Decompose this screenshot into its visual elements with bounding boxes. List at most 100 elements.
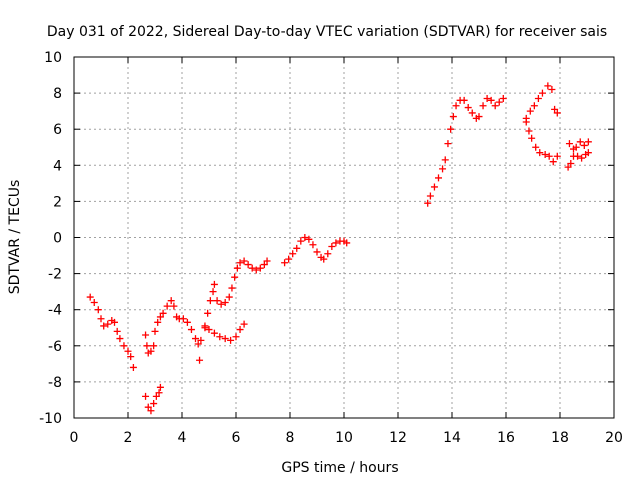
data-point (574, 152, 582, 160)
y-tick-label: 8 (53, 86, 62, 102)
data-point (143, 342, 151, 350)
data-point (548, 85, 556, 93)
data-point (233, 264, 241, 272)
data-point (210, 329, 218, 337)
data-point (221, 335, 229, 343)
data-point (225, 293, 233, 301)
data-point (147, 347, 155, 355)
data-point (228, 284, 236, 292)
data-point (526, 107, 534, 115)
chart-title: Day 031 of 2022, Sidereal Day-to-day VTE… (47, 24, 607, 40)
data-point (487, 96, 495, 104)
data-point (544, 82, 552, 90)
data-point (578, 154, 586, 162)
data-point (285, 255, 293, 263)
x-axis-label: GPS time / hours (281, 460, 398, 476)
data-point (263, 257, 271, 265)
y-tick-label: -2 (48, 267, 62, 283)
data-point (332, 239, 340, 247)
data-point (183, 318, 191, 326)
data-point (439, 165, 447, 173)
data-point (549, 158, 557, 166)
data-point (536, 149, 544, 157)
data-point (151, 327, 159, 335)
y-tick-label: -6 (48, 339, 62, 355)
data-point (584, 149, 592, 157)
data-point (491, 102, 499, 110)
data-point (580, 141, 588, 149)
data-point (532, 143, 540, 151)
data-point (320, 255, 328, 263)
x-tick-label: 6 (232, 430, 241, 446)
data-point (541, 150, 549, 158)
data-point (584, 138, 592, 146)
x-tick-label: 2 (124, 430, 133, 446)
data-point (452, 102, 460, 110)
x-tick-label: 12 (389, 430, 407, 446)
data-point (305, 235, 313, 243)
data-point (192, 335, 199, 343)
data-point (210, 280, 218, 288)
y-tick-label: 6 (53, 122, 62, 138)
data-point (236, 259, 244, 267)
y-tick-label: 0 (53, 231, 62, 247)
data-point (197, 336, 205, 344)
data-point (179, 315, 187, 323)
data-point (111, 318, 118, 326)
data-point (289, 250, 297, 258)
data-point (147, 407, 155, 415)
data-point (204, 309, 212, 317)
data-point (553, 109, 561, 117)
data-point (206, 297, 214, 305)
data-point (144, 403, 152, 411)
data-point (217, 300, 225, 308)
data-point (570, 145, 577, 153)
data-point (221, 298, 229, 306)
data-point (201, 322, 209, 330)
data-point (576, 138, 584, 146)
x-tick-label: 20 (605, 430, 623, 446)
data-point (464, 104, 472, 112)
data-point (256, 264, 264, 272)
data-point (525, 127, 533, 135)
data-point (163, 302, 171, 310)
data-point (167, 297, 175, 305)
data-point (248, 264, 256, 272)
data-point (309, 241, 317, 249)
data-point (534, 95, 542, 103)
grid (74, 57, 614, 418)
x-tick-label: 4 (178, 430, 187, 446)
x-tick-label: 18 (551, 430, 569, 446)
y-tick-label: 2 (53, 194, 62, 210)
data-point (152, 392, 160, 400)
data-point (187, 326, 195, 334)
data-point (227, 336, 235, 344)
data-point (194, 340, 202, 348)
data-point (154, 318, 162, 326)
data-point (159, 309, 167, 317)
data-point (209, 288, 217, 296)
data-point (564, 163, 572, 171)
data-point (116, 335, 124, 343)
data-point (100, 322, 108, 330)
data-point (495, 98, 503, 106)
y-axis-label: SDTVAR / TECUs (7, 180, 23, 295)
data-point (86, 293, 94, 301)
data-point (127, 353, 135, 361)
y-tick-label: -4 (48, 303, 62, 319)
data-point (553, 152, 561, 160)
x-tick-label: 10 (335, 430, 353, 446)
data-point (530, 102, 538, 110)
data-point (113, 327, 121, 335)
x-tick-label: 16 (497, 430, 515, 446)
data-point (297, 237, 305, 245)
data-point (567, 159, 575, 167)
data-point (240, 320, 248, 328)
data-point (424, 199, 432, 207)
data-point (90, 298, 98, 306)
data-point (236, 326, 244, 334)
data-point (545, 152, 553, 160)
data-point (281, 259, 289, 267)
y-tick-label: -10 (39, 411, 62, 427)
